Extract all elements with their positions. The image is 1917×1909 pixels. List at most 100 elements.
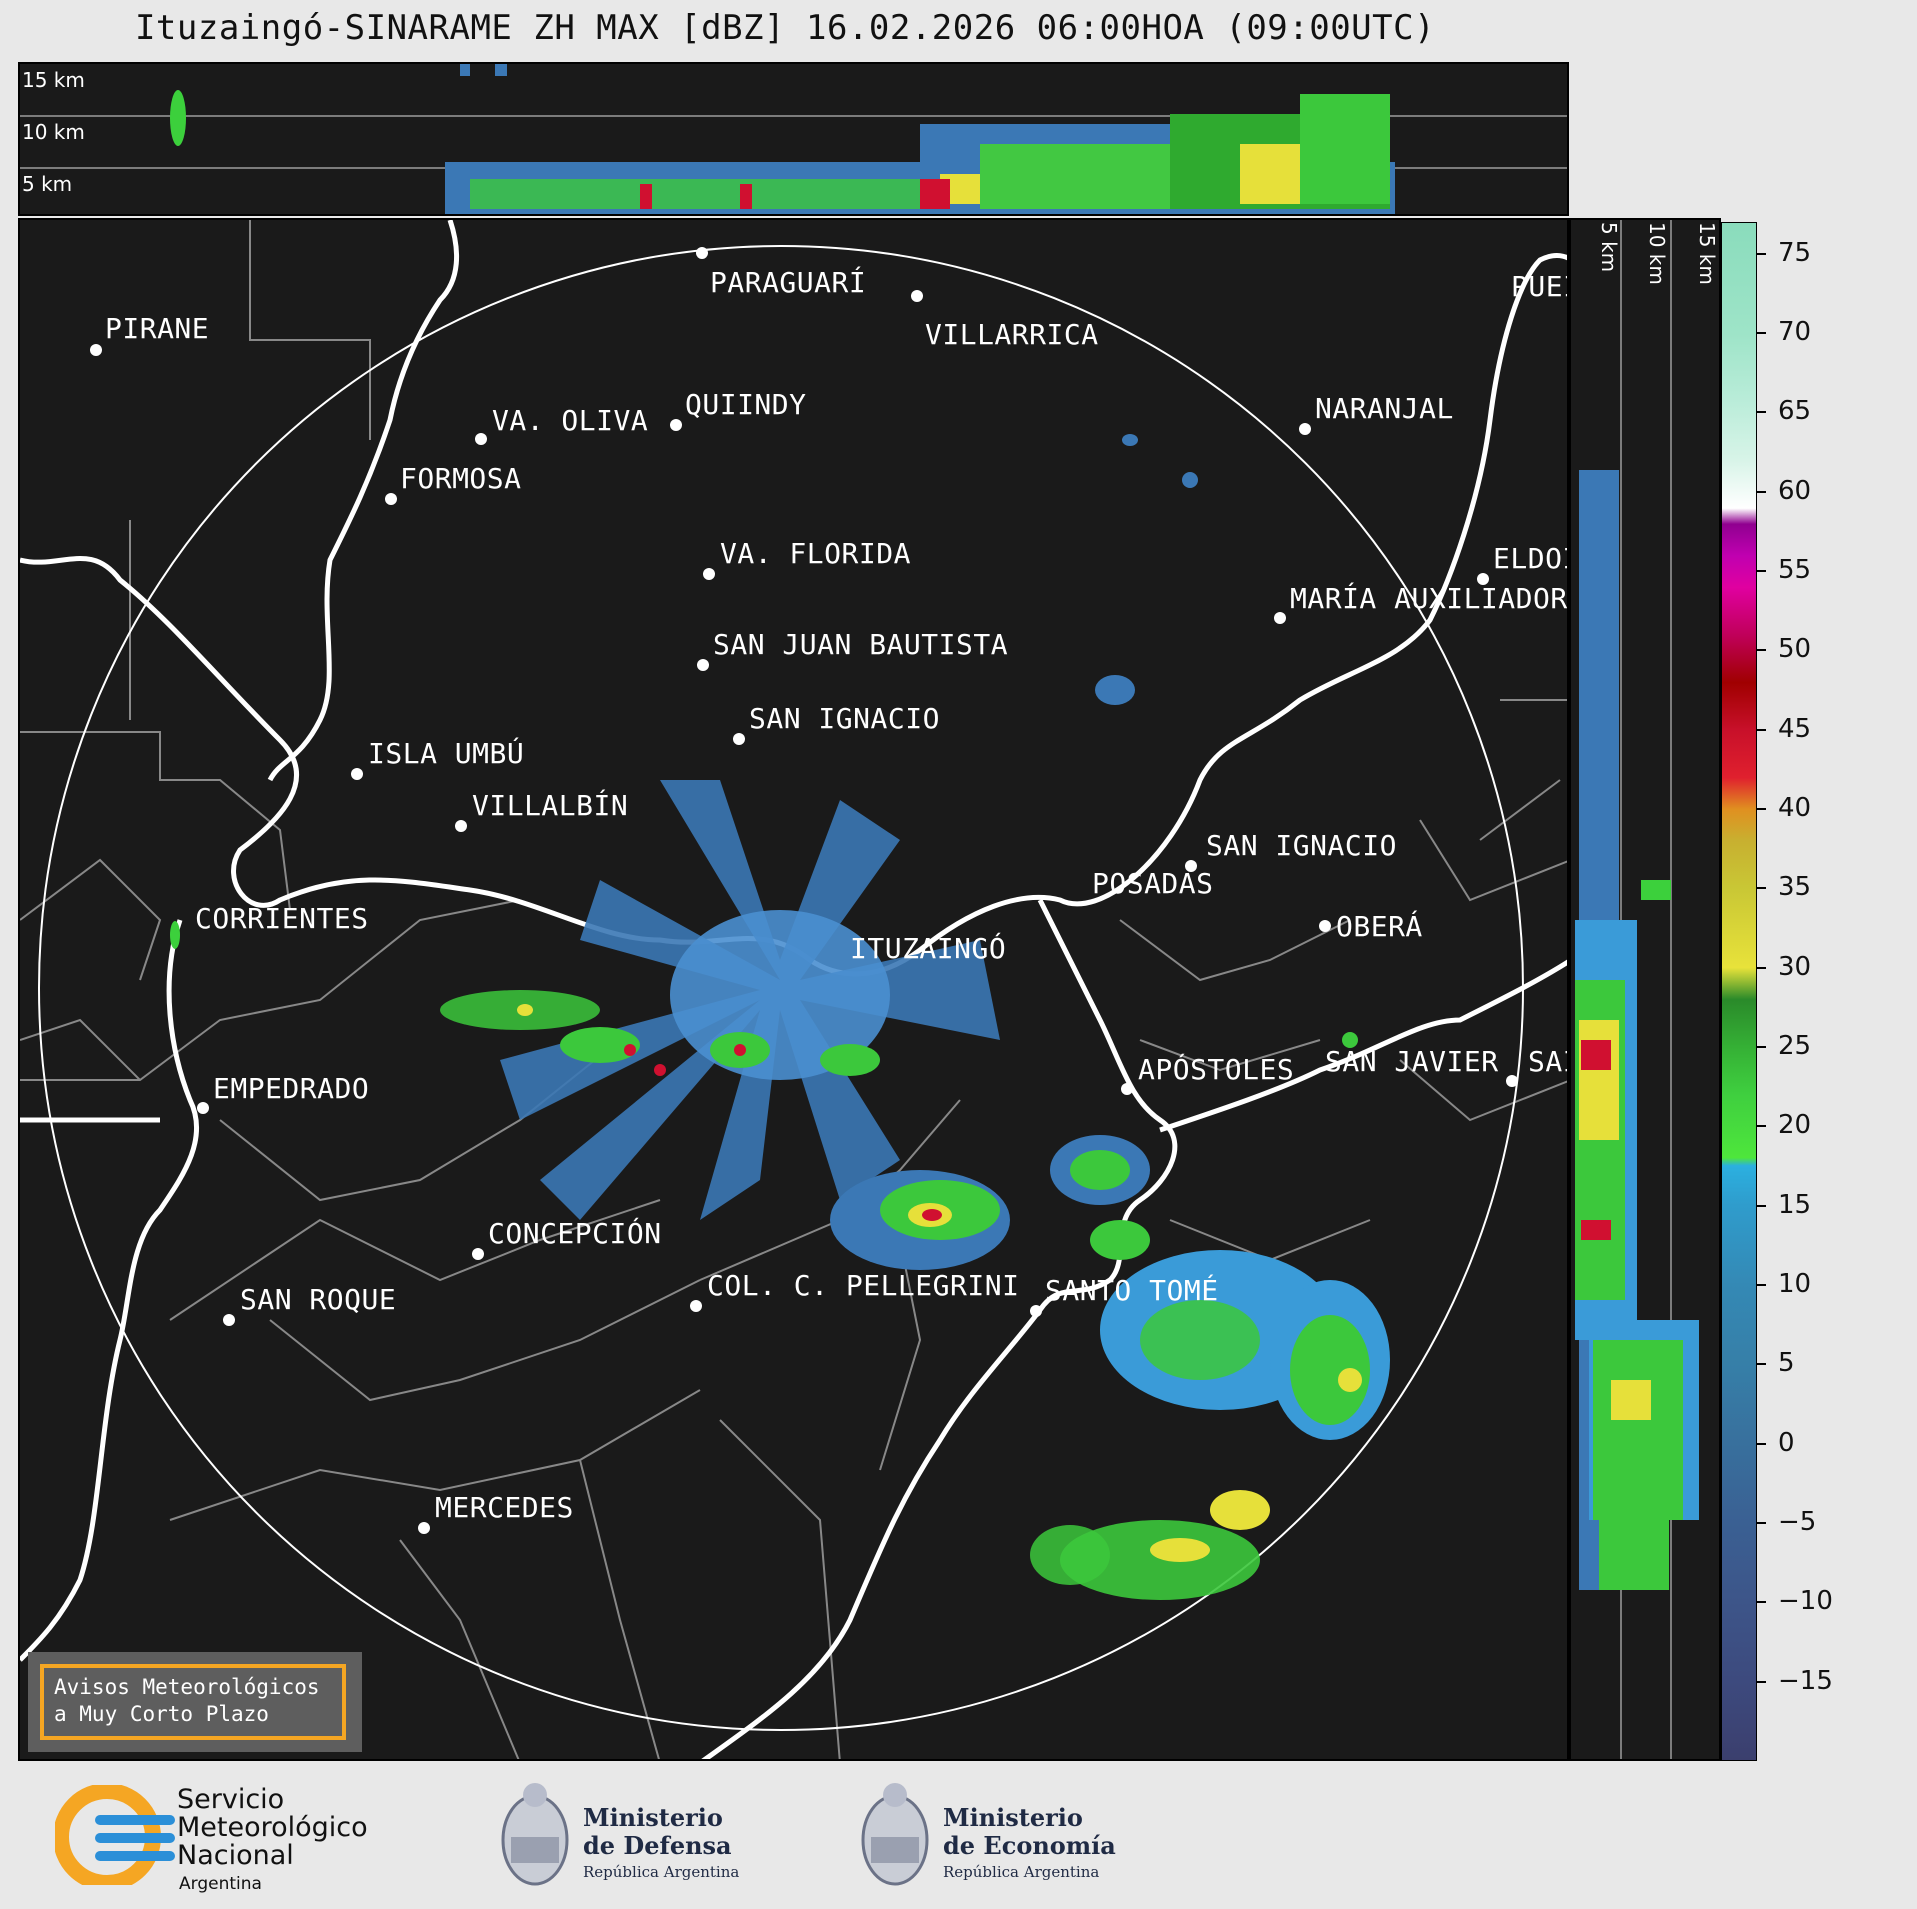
city-label: SAN JAVIER [1325, 1045, 1499, 1078]
colorbar-tick-label: 5 [1778, 1348, 1795, 1379]
colorbar-tick-label: 10 [1778, 1269, 1812, 1300]
city-label: MARÍA AUXILIADOR [1290, 582, 1568, 615]
city-dot [1030, 1305, 1042, 1317]
smn-line2: Meteorológico [177, 1812, 368, 1843]
colorbar-tick-label: 25 [1778, 1031, 1812, 1062]
colorbar-tick-mark [1757, 490, 1766, 493]
top-cross-section-panel: 15 km 10 km 5 km [18, 62, 1569, 216]
radar-echoes [170, 434, 1390, 1600]
top-alt-label: 10 km [22, 120, 85, 144]
city-label: CORRIENTES [195, 902, 369, 935]
aviso-banner: Avisos Meteorológicos a Muy Corto Plazo [28, 1652, 362, 1752]
smn-logo: Servicio Meteorológico Nacional Argentin… [55, 1784, 395, 1894]
defensa-line3: República Argentina [583, 1863, 740, 1881]
side-alt-label: 10 km [1645, 222, 1669, 285]
colorbar-tick-label: 15 [1778, 1189, 1812, 1220]
colorbar-tick-mark [1757, 728, 1766, 731]
colorbar-tick-mark [1757, 1046, 1766, 1049]
colorbar-tick-label: −10 [1778, 1586, 1833, 1617]
city-dot [1185, 860, 1197, 872]
colorbar-tick-label: 55 [1778, 555, 1812, 586]
smn-line4: Argentina [179, 1874, 262, 1894]
city-label: PARAGUARÍ [710, 266, 867, 299]
economia-line3: República Argentina [943, 1863, 1100, 1881]
colorbar-tick-label: 30 [1778, 951, 1812, 982]
city-dot [455, 820, 467, 832]
city-label: ITUZAINGÓ [850, 932, 1007, 965]
side-alt-label: 15 km [1695, 222, 1719, 285]
colorbar-tick-mark [1757, 570, 1766, 573]
city-label: OBERÁ [1336, 910, 1423, 943]
city-label: PUEI [1511, 270, 1567, 303]
city-dot [1274, 612, 1286, 624]
range-ring [38, 245, 1524, 1731]
side-cross-section-panel: 5 km 10 km 15 km [1569, 218, 1721, 1761]
chart-title: Ituzaingó-SINARAME ZH MAX [dBZ] 16.02.20… [134, 8, 1436, 48]
coat-of-arms-icon [501, 1783, 569, 1886]
colorbar-tick-mark [1757, 1204, 1766, 1207]
aviso-box: Avisos Meteorológicos a Muy Corto Plazo [40, 1664, 346, 1740]
city-dot [733, 733, 745, 745]
rivers [20, 220, 1567, 1759]
colorbar-tick-mark [1757, 411, 1766, 414]
city-label: SANTO TOMÉ [1045, 1274, 1219, 1307]
smn-line3: Nacional [177, 1840, 294, 1871]
city-label: ISLA UMBÚ [368, 737, 525, 770]
colorbar-tick-label: 40 [1778, 793, 1812, 824]
city-label: MERCEDES [435, 1491, 574, 1524]
aviso-line1: Avisos Meteorológicos [54, 1675, 320, 1699]
radar-map: PARAGUARÍ VILLARRICA PIRANE QUIINDY VA. … [18, 218, 1569, 1761]
city-label: APÓSTOLES [1138, 1053, 1295, 1086]
city-dot [197, 1102, 209, 1114]
colorbar-tick-label: 50 [1778, 634, 1812, 665]
side-echo-band [1575, 470, 1699, 1590]
city-label: SAN ROQUE [240, 1283, 397, 1316]
city-dot [697, 659, 709, 671]
defensa-line2: de Defensa [583, 1831, 732, 1860]
top-echo-band [170, 64, 1395, 214]
aviso-line2: a Muy Corto Plazo [54, 1702, 269, 1726]
city-label: QUIINDY [685, 388, 807, 421]
city-label: CONCEPCIÓN [488, 1217, 662, 1250]
city-dot [472, 1248, 484, 1260]
city-dot [690, 1300, 702, 1312]
colorbar-tick-mark [1757, 1363, 1766, 1366]
city-label: POSADAS [1092, 867, 1214, 900]
city-label: VA. FLORIDA [720, 537, 911, 570]
city-dot [351, 768, 363, 780]
city-label: NARANJAL [1315, 392, 1454, 425]
economia-line1: Ministerio [943, 1803, 1083, 1832]
smn-line1: Servicio [177, 1784, 285, 1815]
city-label: SAN IGNACIO [1206, 829, 1397, 862]
city-label: SAN IGNACIO [749, 702, 940, 735]
colorbar [1721, 222, 1757, 1761]
colorbar-tick-mark [1757, 966, 1766, 969]
colorbar-tick-mark [1757, 1442, 1766, 1445]
city-dot [90, 344, 102, 356]
city-label: SAI [1528, 1045, 1567, 1078]
defensa-line1: Ministerio [583, 1803, 723, 1832]
city-dot [1477, 573, 1489, 585]
colorbar-tick-label: 0 [1778, 1427, 1795, 1458]
city-label: PIRANE [105, 312, 210, 345]
city-label: ELDOI [1493, 542, 1567, 575]
colorbar-tick-label: 45 [1778, 713, 1812, 744]
colorbar-tick-mark [1757, 332, 1766, 335]
defensa-logo: Ministerio de Defensa República Argentin… [495, 1775, 755, 1895]
colorbar-tick-mark [1757, 649, 1766, 652]
colorbar-tick-mark [1757, 1284, 1766, 1287]
colorbar-tick-mark [1757, 1601, 1766, 1604]
colorbar-tick-mark [1757, 887, 1766, 890]
colorbar-tick-mark [1757, 1125, 1766, 1128]
city-dot [696, 247, 708, 259]
city-dot [1299, 423, 1311, 435]
top-alt-label: 15 km [22, 68, 85, 92]
city-dot [1506, 1075, 1518, 1087]
economia-logo: Ministerio de Economía República Argenti… [855, 1775, 1135, 1895]
top-alt-label: 5 km [22, 172, 73, 196]
city-label: VILLALBÍN [472, 789, 629, 822]
colorbar-tick-mark [1757, 252, 1766, 255]
city-dot [223, 1314, 235, 1326]
city-dot [1121, 1083, 1133, 1095]
colorbar-tick-label: −15 [1778, 1665, 1833, 1696]
